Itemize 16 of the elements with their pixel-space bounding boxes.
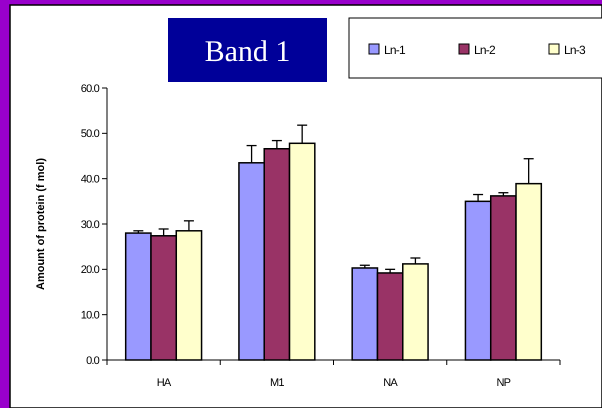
y-tick-label: 40.0	[80, 174, 100, 186]
legend-label: Ln-3	[564, 43, 586, 57]
y-tick-label: 0.0	[86, 354, 100, 367]
x-tick-label: NP	[496, 377, 511, 389]
y-tick-label: 50.0	[80, 128, 100, 140]
y-axis-title: Amount of protein (f mol)	[35, 158, 47, 290]
y-tick-label: 10.0	[80, 310, 100, 322]
x-tick-label: HA	[156, 377, 172, 389]
chart-title: Band 1	[204, 35, 290, 68]
legend-label: Ln-1	[384, 43, 406, 57]
x-tick-label: M1	[270, 377, 284, 389]
y-tick-label: 20.0	[80, 264, 100, 276]
y-tick-label: 30.0	[80, 218, 100, 231]
y-tick-label: 60.0	[80, 82, 100, 95]
x-tick-label: NA	[383, 377, 398, 389]
legend-label: Ln-2	[474, 43, 496, 57]
